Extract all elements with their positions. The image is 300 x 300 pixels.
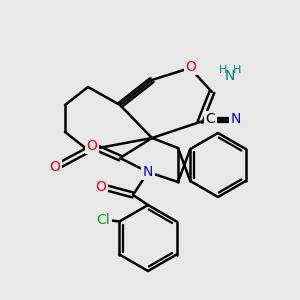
Text: H: H <box>233 65 241 75</box>
Text: H: H <box>219 65 227 75</box>
Text: N: N <box>143 165 153 179</box>
Text: N: N <box>231 112 241 126</box>
Text: O: O <box>87 139 98 153</box>
Text: N: N <box>225 69 235 83</box>
Text: C: C <box>205 112 215 126</box>
Text: Cl: Cl <box>97 212 110 226</box>
Text: O: O <box>186 60 196 74</box>
Text: O: O <box>50 160 60 174</box>
Text: O: O <box>96 180 106 194</box>
